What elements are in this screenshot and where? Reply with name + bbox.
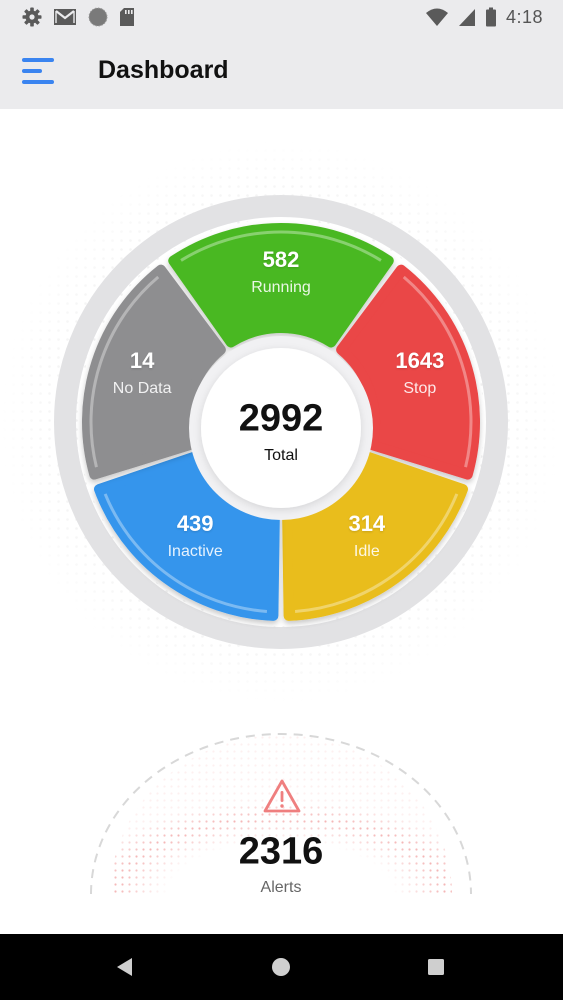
segment-label-inactive: Inactive xyxy=(167,543,223,561)
circle-app-icon xyxy=(88,7,108,27)
segment-highlight xyxy=(402,275,473,468)
donut-segments xyxy=(82,223,480,621)
home-icon[interactable] xyxy=(266,952,296,982)
segment-running[interactable] xyxy=(168,223,394,348)
segment-label-running: Running xyxy=(251,279,311,296)
alerts-gauge: 2316 Alerts xyxy=(0,720,563,934)
segment-highlight xyxy=(103,493,268,613)
alerts-gauge-graphic xyxy=(90,733,472,895)
segment-value-no-data: 14 xyxy=(129,347,155,373)
navigation-bar xyxy=(0,934,563,1000)
signal-icon xyxy=(458,9,475,26)
gear-icon xyxy=(22,7,42,27)
recents-icon[interactable] xyxy=(421,952,451,982)
total-label: Total xyxy=(264,447,298,464)
center-disc xyxy=(201,348,361,508)
status-bar-system: 4:18 xyxy=(425,6,543,28)
alerts-value: 2316 xyxy=(238,830,324,873)
segment-value-inactive: 439 xyxy=(176,511,214,537)
segment-highlight xyxy=(89,275,160,468)
segment-label-idle: Idle xyxy=(353,543,380,561)
status-donut: 582 Running 1643 Stop 314 Idle 439 Inactive 14 No… xyxy=(0,110,563,730)
status-time: 4:18 xyxy=(505,6,543,27)
status-bar: 4:18 xyxy=(0,0,563,34)
outer-ring xyxy=(54,195,508,649)
segment-highlight xyxy=(180,230,382,262)
alerts-dot-halo xyxy=(110,735,452,895)
segment-value-idle: 314 xyxy=(348,511,386,537)
segment-label-stop: Stop xyxy=(403,379,437,397)
back-icon[interactable] xyxy=(110,952,140,982)
battery-icon xyxy=(485,7,496,27)
status-bar-notifications xyxy=(22,6,135,28)
total-value: 2992 xyxy=(238,397,324,440)
segment-no-data[interactable] xyxy=(82,264,226,480)
segment-stop[interactable] xyxy=(336,264,480,480)
wifi-icon xyxy=(425,8,448,26)
warning-triangle-icon[interactable] xyxy=(262,778,302,814)
segment-highlight xyxy=(294,493,459,613)
segment-value-stop: 1643 xyxy=(395,347,445,373)
app-bar: Dashboard xyxy=(0,34,563,109)
menu-button[interactable] xyxy=(14,52,62,92)
gmail-icon xyxy=(54,9,76,25)
segment-value-running: 582 xyxy=(262,247,300,272)
page-title: Dashboard xyxy=(98,56,229,84)
segment-label-no-data: No Data xyxy=(112,379,172,397)
alerts-label: Alerts xyxy=(260,879,302,896)
sd-card-icon xyxy=(120,8,134,26)
donut-graphic xyxy=(0,110,563,730)
